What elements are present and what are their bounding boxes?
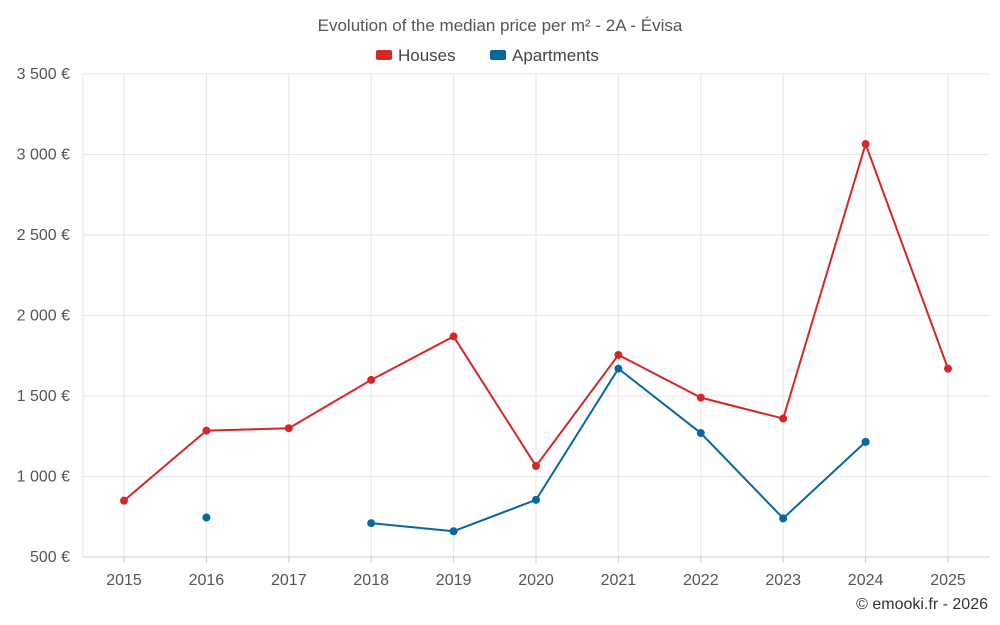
apartments-point-2016[interactable] <box>202 513 211 522</box>
x-tick-label: 2024 <box>848 572 884 589</box>
apartments-point-2023[interactable] <box>779 514 788 523</box>
apartments-point-2018[interactable] <box>367 519 376 528</box>
apartments-point-2024[interactable] <box>861 437 870 446</box>
series <box>120 140 952 536</box>
x-tick-label: 2017 <box>271 572 307 589</box>
credit-text: © emooki.fr - 2026 <box>856 596 988 613</box>
legend: Houses Apartments <box>376 46 599 65</box>
houses-point-2022[interactable] <box>696 393 705 402</box>
y-tick-label: 2 000 € <box>17 308 70 325</box>
x-tick-label: 2020 <box>518 572 554 589</box>
houses-point-2025[interactable] <box>944 364 952 373</box>
apartments-point-2020[interactable] <box>532 495 540 504</box>
houses-point-2020[interactable] <box>532 462 540 471</box>
x-tick-label: 2016 <box>189 572 225 589</box>
legend-label-apartments: Apartments <box>512 46 599 65</box>
houses-point-2019[interactable] <box>449 332 458 341</box>
houses-point-2015[interactable] <box>120 496 128 505</box>
grid <box>82 73 990 557</box>
legend-swatch-houses <box>376 50 392 60</box>
y-tick-label: 3 500 € <box>17 66 70 83</box>
legend-swatch-apartments <box>490 50 506 60</box>
y-tick-label: 2 500 € <box>17 227 70 244</box>
legend-label-houses: Houses <box>398 46 456 65</box>
y-tick-label: 500 € <box>30 549 70 566</box>
x-tick-label: 2015 <box>106 572 142 589</box>
y-tick-label: 1 500 € <box>17 388 70 405</box>
houses-point-2018[interactable] <box>367 375 376 384</box>
apartments-point-2019[interactable] <box>449 527 458 536</box>
x-tick-label: 2019 <box>436 572 472 589</box>
x-tick-label: 2022 <box>683 572 719 589</box>
houses-point-2024[interactable] <box>861 140 870 149</box>
apartments-point-2021[interactable] <box>614 364 623 373</box>
chart-title: Evolution of the median price per m² - 2… <box>318 16 683 35</box>
apartments-point-2022[interactable] <box>696 429 705 438</box>
houses-point-2016[interactable] <box>202 426 211 435</box>
houses-point-2017[interactable] <box>284 424 293 433</box>
axes: 500 € 1 000 € 1 500 € 2 000 € 2 500 € 3 000 €… <box>17 66 990 589</box>
houses-point-2021[interactable] <box>614 350 623 359</box>
y-tick-label: 3 000 € <box>17 147 70 164</box>
x-tick-label: 2021 <box>601 572 637 589</box>
x-tick-label: 2025 <box>930 572 966 589</box>
x-tick-label: 2018 <box>353 572 389 589</box>
houses-point-2023[interactable] <box>779 414 788 423</box>
y-tick-label: 1 000 € <box>17 469 70 486</box>
x-tick-label: 2023 <box>765 572 801 589</box>
